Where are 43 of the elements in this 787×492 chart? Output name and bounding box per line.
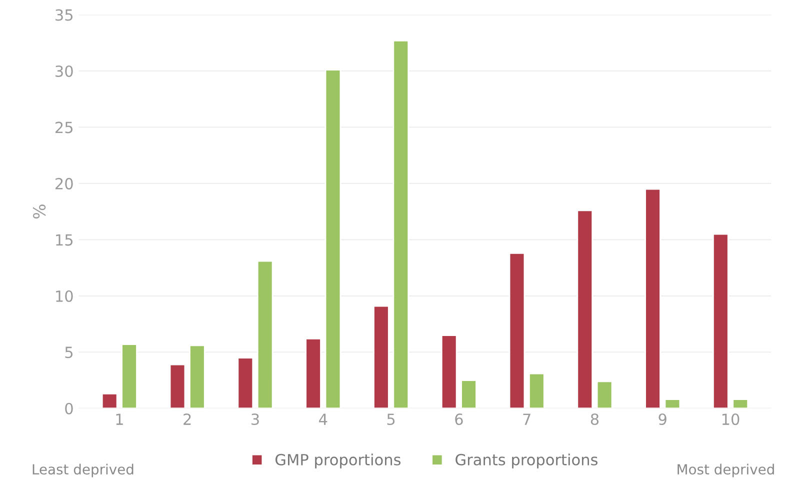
bar xyxy=(256,260,274,408)
y-tick-label: 10 xyxy=(56,290,73,302)
bar xyxy=(169,364,186,408)
bar xyxy=(305,338,322,408)
x-tick-label: 4 xyxy=(319,414,328,425)
bar xyxy=(237,357,254,408)
bar xyxy=(596,380,613,408)
x-tick-label: 9 xyxy=(658,413,666,426)
y-tick-label: 35 xyxy=(56,9,73,21)
bar xyxy=(664,398,681,408)
bar xyxy=(189,344,206,408)
legend-label: Grants proportions xyxy=(456,454,598,468)
y-tick-label: 30 xyxy=(56,65,73,78)
bar xyxy=(508,252,526,408)
y-tick-label: 5 xyxy=(65,346,73,358)
x-tick-label: 7 xyxy=(523,414,530,425)
bar xyxy=(576,210,594,408)
legend-label: GMP proportions xyxy=(276,454,401,468)
text: Least deprived xyxy=(32,464,134,478)
bar xyxy=(392,40,410,408)
x-tick-label: 5 xyxy=(387,414,395,426)
bar xyxy=(732,398,749,408)
y-tick-label: 20 xyxy=(56,178,73,190)
x-tick-label: 2 xyxy=(184,413,191,425)
x-tick-label: 1 xyxy=(116,414,123,425)
bar xyxy=(460,380,477,408)
x-tick-label: 10 xyxy=(722,413,740,426)
bar xyxy=(712,233,729,408)
x-tick-label: 6 xyxy=(455,413,463,426)
y-axis-title: % xyxy=(33,204,46,219)
text: Most deprived xyxy=(678,464,774,478)
bar xyxy=(101,393,118,408)
x-tick-label: 8 xyxy=(590,413,599,426)
bar xyxy=(644,188,661,408)
y-tick-label: 0 xyxy=(65,402,73,414)
y-tick-label: 25 xyxy=(56,122,73,134)
bar xyxy=(373,305,390,408)
bar xyxy=(528,372,545,408)
bar xyxy=(121,344,138,408)
bar xyxy=(440,334,458,408)
x-tick-label: 3 xyxy=(252,413,259,426)
y-tick-label: 15 xyxy=(56,234,73,246)
bar xyxy=(324,69,342,408)
